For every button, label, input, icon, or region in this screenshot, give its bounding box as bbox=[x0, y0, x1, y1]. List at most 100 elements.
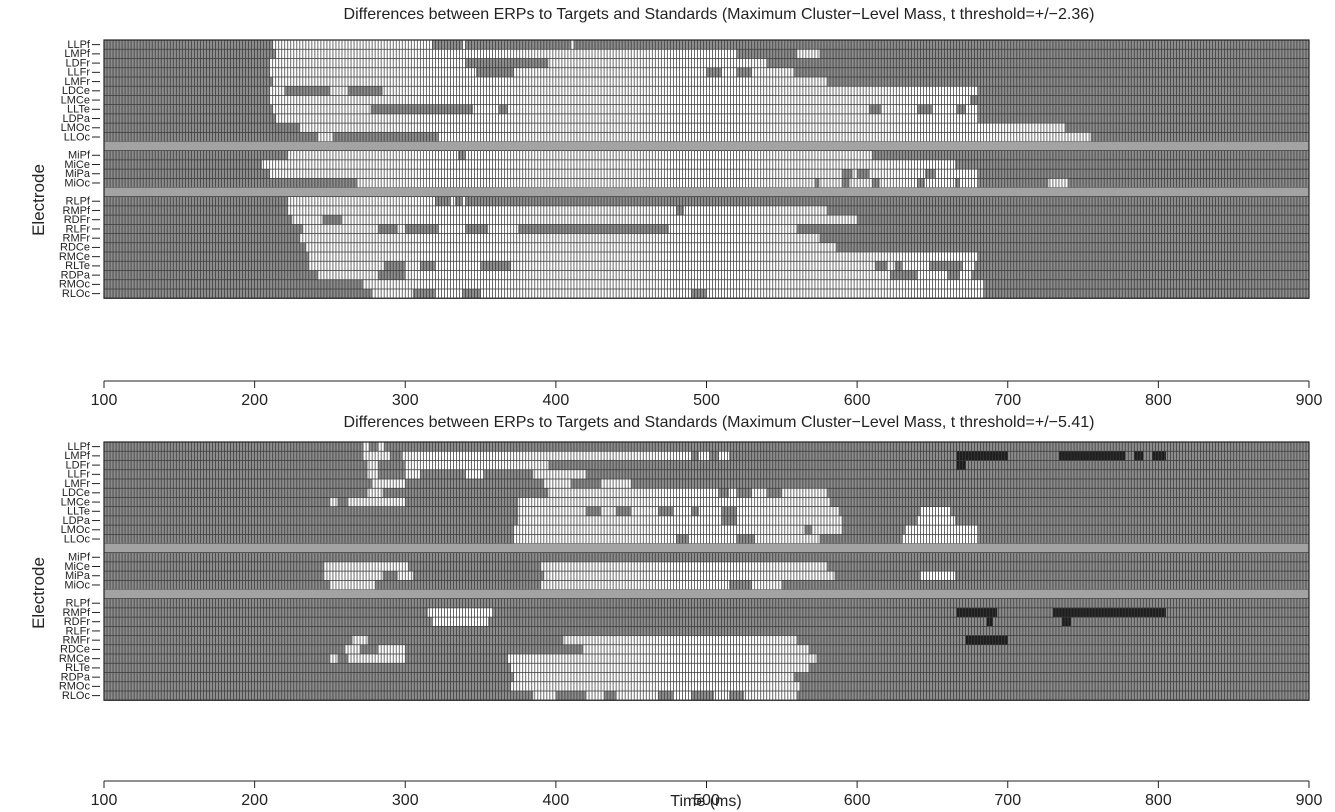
positive-cluster-cell bbox=[796, 49, 820, 59]
positive-cluster-cell bbox=[275, 49, 737, 59]
electrode-label: LMOc bbox=[61, 524, 91, 536]
cell-grid bbox=[103, 39, 1310, 143]
positive-cluster-cell bbox=[269, 58, 466, 68]
positive-cluster-cell bbox=[382, 86, 978, 96]
negative-cluster-cell bbox=[1134, 451, 1144, 461]
positive-cluster-cell bbox=[488, 224, 519, 234]
x-tick-label: 100 bbox=[91, 392, 118, 409]
positive-cluster-cell bbox=[869, 169, 925, 179]
x-tick-label: 700 bbox=[994, 392, 1021, 409]
x-tick-label: 600 bbox=[844, 392, 871, 409]
positive-cluster-cell bbox=[367, 460, 379, 470]
electrode-label: LLPf bbox=[67, 441, 91, 453]
cell-grid bbox=[103, 150, 1310, 188]
electrode-label: RLFr bbox=[66, 625, 91, 637]
positive-cluster-cell bbox=[540, 561, 827, 572]
electrode-label: LLOc bbox=[64, 533, 91, 545]
electrode-label: RDFr bbox=[64, 616, 91, 628]
positive-cluster-cell bbox=[721, 67, 737, 77]
positive-cluster-cell bbox=[902, 534, 978, 544]
electrode-label: LLTe bbox=[67, 104, 90, 116]
electrode-label: LDPa bbox=[62, 515, 90, 527]
positive-cluster-cell bbox=[367, 469, 379, 479]
electrode-label: RMCe bbox=[59, 653, 90, 665]
positive-cluster-cell bbox=[736, 515, 843, 526]
positive-cluster-cell bbox=[329, 654, 338, 664]
positive-cluster-cell bbox=[533, 469, 586, 479]
x-tick-label: 500 bbox=[693, 792, 720, 809]
panel-title: Differences between ERPs to Targets and … bbox=[344, 414, 1095, 431]
positive-cluster-cell bbox=[631, 506, 659, 516]
positive-cluster-cell bbox=[323, 571, 383, 581]
positive-cluster-cell bbox=[533, 691, 556, 701]
plot-frame bbox=[103, 441, 1310, 701]
positive-cluster-cell bbox=[287, 196, 436, 206]
positive-cluster-cell bbox=[729, 488, 737, 498]
positive-cluster-cell bbox=[378, 644, 406, 655]
electrode-label: RLOc bbox=[62, 690, 91, 702]
positive-cluster-cell bbox=[698, 451, 710, 461]
group-separator bbox=[104, 187, 1309, 197]
electrode-label: LDFr bbox=[66, 57, 91, 69]
x-tick-label: 700 bbox=[994, 792, 1021, 809]
positive-cluster-cell bbox=[450, 196, 455, 206]
group-separator bbox=[104, 589, 1309, 599]
positive-cluster-cell bbox=[397, 224, 406, 234]
electrode-label: MiOc bbox=[64, 579, 90, 591]
electrode-label: MiPa bbox=[65, 570, 91, 582]
positive-cluster-cell bbox=[348, 497, 406, 507]
electrode-label: LLPf bbox=[67, 39, 91, 51]
positive-cluster-cell bbox=[302, 224, 379, 234]
positive-cluster-cell bbox=[345, 644, 361, 655]
plot-frame bbox=[103, 39, 1310, 299]
positive-cluster-cell bbox=[507, 654, 817, 664]
positive-cluster-cell bbox=[272, 40, 433, 50]
positive-cluster-cell bbox=[1048, 178, 1068, 188]
x-tick-label: 800 bbox=[1145, 792, 1172, 809]
positive-cluster-cell bbox=[548, 58, 767, 68]
electrode-label: RDFr bbox=[64, 214, 91, 226]
electrode-label: MiPf bbox=[68, 150, 91, 162]
positive-cluster-cell bbox=[262, 159, 956, 170]
x-tick-label: 300 bbox=[392, 392, 419, 409]
positive-cluster-cell bbox=[465, 150, 873, 160]
x-tick-label: 200 bbox=[241, 792, 268, 809]
electrode-label: RLPf bbox=[66, 598, 91, 610]
positive-cluster-cell bbox=[272, 104, 371, 114]
electrode-label: RMPf bbox=[63, 607, 91, 619]
positive-cluster-cell bbox=[462, 40, 466, 50]
panel-bottom: Differences between ERPs to Targets and … bbox=[29, 414, 1322, 810]
electrode-label: LMPf bbox=[64, 450, 91, 462]
negative-cluster-cell bbox=[956, 451, 1008, 461]
positive-cluster-cell bbox=[513, 525, 805, 535]
positive-cluster-cell bbox=[292, 215, 323, 225]
cell-grid bbox=[103, 598, 1310, 701]
electrode-label: RMOc bbox=[59, 279, 91, 291]
positive-cluster-cell bbox=[601, 506, 617, 516]
electrode-label: LMFr bbox=[64, 478, 90, 490]
positive-cluster-cell bbox=[548, 488, 719, 498]
positive-cluster-cell bbox=[473, 104, 499, 114]
positive-cluster-cell bbox=[540, 580, 730, 590]
electrode-label: MiCe bbox=[64, 159, 90, 171]
electrode-label: LLFr bbox=[67, 67, 90, 79]
x-tick-label: 300 bbox=[392, 792, 419, 809]
positive-cluster-cell bbox=[518, 506, 586, 516]
electrode-label: MiPf bbox=[68, 552, 91, 564]
positive-cluster-cell bbox=[887, 261, 895, 271]
electrode-label: LDFr bbox=[66, 459, 91, 471]
positive-cluster-cell bbox=[920, 571, 956, 581]
electrode-label: RDPa bbox=[61, 671, 91, 683]
positive-cluster-cell bbox=[917, 515, 956, 526]
x-tick-label: 800 bbox=[1145, 392, 1172, 409]
positive-cluster-cell bbox=[341, 215, 858, 225]
positive-cluster-cell bbox=[438, 132, 1091, 142]
negative-cluster-cell bbox=[1061, 617, 1072, 627]
positive-cluster-cell bbox=[518, 515, 722, 526]
positive-cluster-cell bbox=[427, 607, 493, 618]
positive-cluster-cell bbox=[372, 478, 406, 489]
electrode-label: RMFr bbox=[63, 233, 91, 245]
electrode-label: RLTe bbox=[65, 662, 90, 674]
positive-cluster-cell bbox=[924, 178, 956, 188]
positive-cluster-cell bbox=[308, 261, 385, 271]
